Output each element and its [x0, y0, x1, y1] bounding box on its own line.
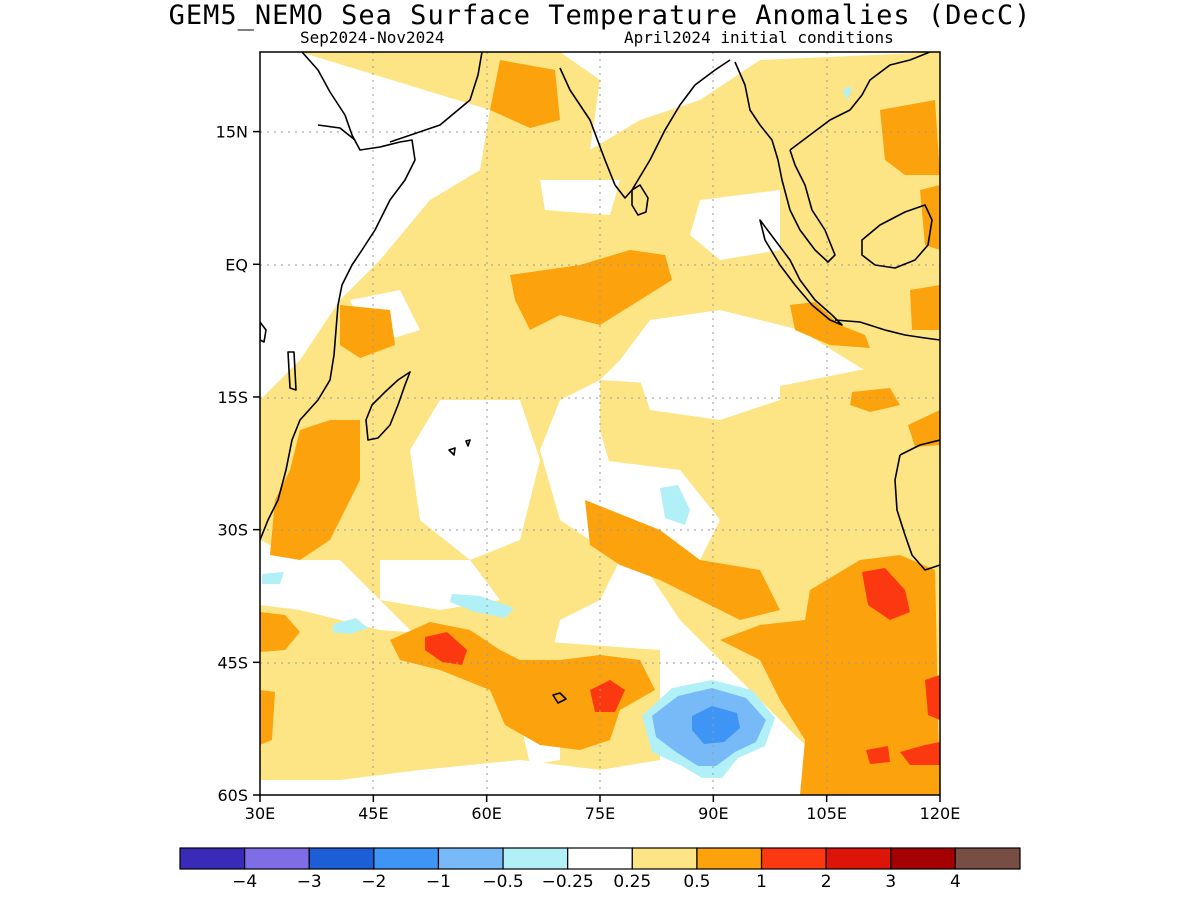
- colorbar-label: 0.5: [683, 872, 710, 892]
- kerguelen-coastline: [552, 692, 567, 704]
- lat-tick-label: 15N: [216, 123, 248, 142]
- lat-tick-label: 15S: [217, 388, 248, 407]
- colorbar-label: 0.25: [613, 872, 651, 892]
- indochina-malaysia-coastline: [734, 61, 836, 263]
- anomaly-band-1-2: [425, 568, 940, 765]
- lon-tick-label: 105E: [806, 804, 847, 823]
- colorbar-swatch: [825, 847, 892, 870]
- colorbar-label: −2: [361, 872, 386, 892]
- colorbar-label: 1: [756, 872, 767, 892]
- colorbar-swatch: [631, 847, 698, 870]
- lon-tick-label: 30E: [245, 804, 275, 823]
- colorbar-swatch: [760, 847, 827, 870]
- colorbar-swatch: [179, 847, 246, 870]
- colorbar-label: −0.5: [482, 872, 523, 892]
- lon-tick-label: 90E: [698, 804, 728, 823]
- colorbar-swatch: [308, 847, 375, 870]
- graticule: [260, 52, 940, 795]
- lon-tick-label: 75E: [585, 804, 615, 823]
- colorbar-swatch: [244, 847, 310, 870]
- arabia-coastline: [389, 52, 483, 143]
- sri-lanka-coastline: [631, 184, 649, 216]
- lat-tick-label: 30S: [217, 521, 248, 540]
- sumatra-coastline: [759, 219, 843, 326]
- coastlines: [260, 52, 940, 704]
- madagascar-coastline: [365, 371, 411, 441]
- australia-coastline: [894, 439, 940, 571]
- colorbar-swatch: [437, 847, 504, 870]
- colorbar-label: −1: [426, 872, 451, 892]
- colorbar-swatch: [954, 847, 1021, 870]
- colorbar: −4 −3 −2 −1 −0.5 −0.25 0.25 0.5 1 2 3 4: [179, 847, 1021, 892]
- lon-tick-label: 45E: [358, 804, 388, 823]
- forecast-period: Sep2024-Nov2024: [300, 28, 445, 47]
- colorbar-label: −4: [232, 872, 257, 892]
- colorbar-swatch: [373, 847, 440, 870]
- borneo-coastline: [861, 204, 933, 269]
- axis-ticks: 30E 45E 60E 75E 90E 105E 120E 15N EQ 15S 30S 45S 60S: [216, 123, 961, 823]
- colorbar-swatch: [502, 847, 569, 870]
- lon-tick-label: 120E: [920, 804, 961, 823]
- colorbar-swatch: [567, 847, 633, 870]
- colorbar-label: −0.25: [542, 872, 594, 892]
- colorbar-label: −3: [297, 872, 322, 892]
- lat-tick-label: 45S: [217, 653, 248, 672]
- map-title: GEM5_NEMO Sea Surface Temperature Anomal…: [168, 0, 1032, 31]
- colorbar-label: 2: [821, 872, 832, 892]
- lat-tick-label: 60S: [217, 786, 248, 805]
- anomaly-band-neg-1: [692, 706, 740, 744]
- java-coastline: [834, 319, 940, 341]
- initial-conditions: April2024 initial conditions: [624, 28, 894, 47]
- colorbar-swatch: [890, 847, 956, 870]
- lat-tick-label: EQ: [225, 255, 248, 274]
- colorbar-label: 3: [885, 872, 896, 892]
- lon-tick-label: 60E: [471, 804, 501, 823]
- colorbar-swatch: [696, 847, 763, 870]
- colorbar-label: 4: [950, 872, 961, 892]
